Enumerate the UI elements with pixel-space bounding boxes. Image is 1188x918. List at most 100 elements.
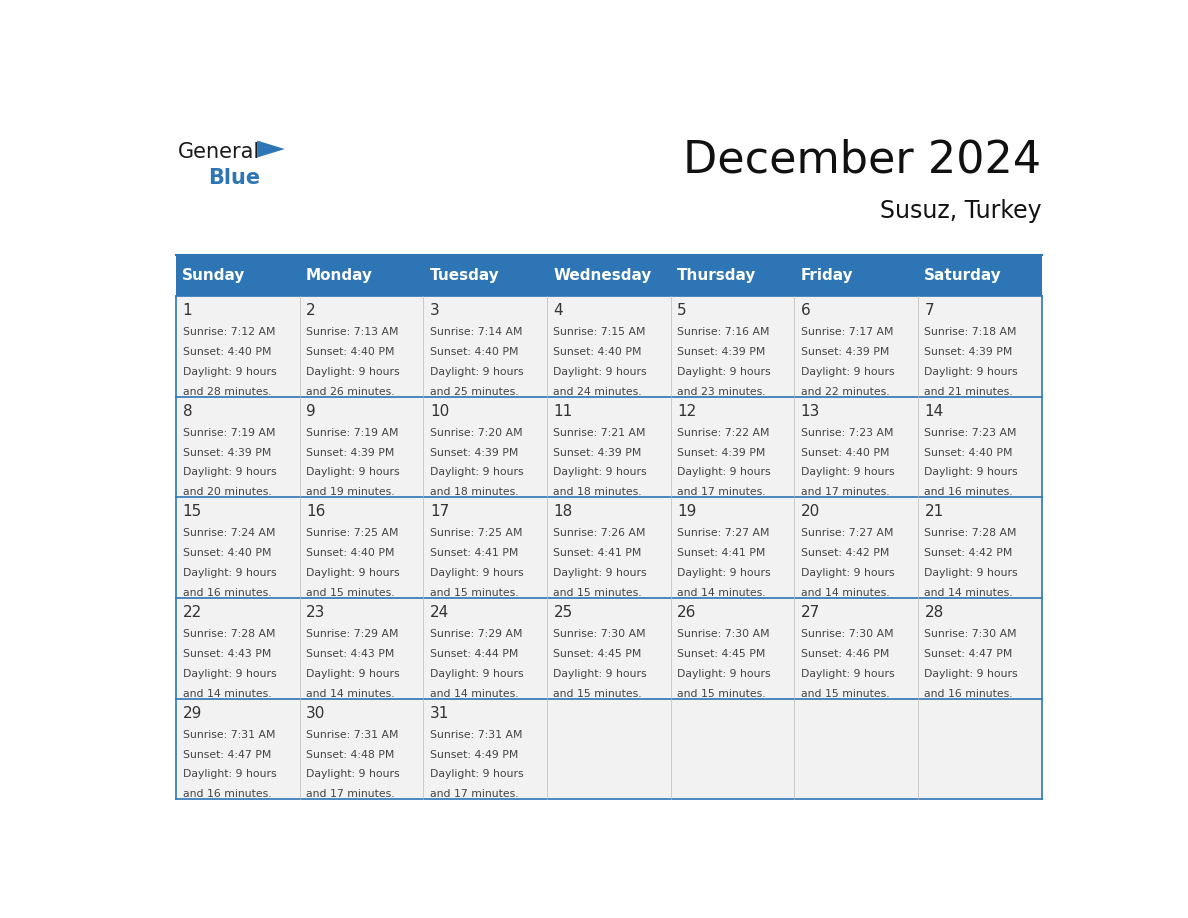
Bar	[671, 297, 795, 397]
Text: Daylight: 9 hours: Daylight: 9 hours	[183, 367, 276, 376]
Text: 22: 22	[183, 605, 202, 620]
Text: Sunset: 4:40 PM: Sunset: 4:40 PM	[183, 347, 271, 357]
Text: Sunrise: 7:27 AM: Sunrise: 7:27 AM	[677, 529, 770, 539]
Text: Sunrise: 7:28 AM: Sunrise: 7:28 AM	[183, 629, 276, 639]
Text: Sunset: 4:39 PM: Sunset: 4:39 PM	[430, 448, 518, 457]
Text: Sunset: 4:39 PM: Sunset: 4:39 PM	[554, 448, 642, 457]
Text: Sunrise: 7:30 AM: Sunrise: 7:30 AM	[801, 629, 893, 639]
Bar	[299, 255, 423, 297]
Text: Monday: Monday	[307, 268, 373, 283]
Text: 17: 17	[430, 505, 449, 520]
Text: and 21 minutes.: and 21 minutes.	[924, 386, 1013, 397]
Bar	[423, 297, 546, 397]
Bar	[546, 397, 671, 498]
Text: Sunset: 4:42 PM: Sunset: 4:42 PM	[924, 548, 1012, 558]
Text: Sunrise: 7:29 AM: Sunrise: 7:29 AM	[307, 629, 399, 639]
Bar	[918, 699, 1042, 800]
Text: Sunrise: 7:16 AM: Sunrise: 7:16 AM	[677, 327, 770, 337]
Text: Daylight: 9 hours: Daylight: 9 hours	[307, 668, 400, 678]
Text: Daylight: 9 hours: Daylight: 9 hours	[307, 769, 400, 779]
Text: 13: 13	[801, 404, 820, 419]
Text: Sunrise: 7:30 AM: Sunrise: 7:30 AM	[554, 629, 646, 639]
Text: and 16 minutes.: and 16 minutes.	[924, 487, 1013, 498]
Text: Sunset: 4:39 PM: Sunset: 4:39 PM	[677, 448, 765, 457]
Polygon shape	[257, 140, 285, 158]
Text: Sunrise: 7:12 AM: Sunrise: 7:12 AM	[183, 327, 276, 337]
Text: 16: 16	[307, 505, 326, 520]
Bar	[299, 297, 423, 397]
Bar	[423, 498, 546, 598]
Text: Daylight: 9 hours: Daylight: 9 hours	[183, 568, 276, 578]
Text: Sunrise: 7:29 AM: Sunrise: 7:29 AM	[430, 629, 523, 639]
Bar	[176, 699, 299, 800]
Text: and 14 minutes.: and 14 minutes.	[430, 688, 518, 699]
Text: Daylight: 9 hours: Daylight: 9 hours	[307, 367, 400, 376]
Text: and 16 minutes.: and 16 minutes.	[183, 588, 271, 598]
Bar	[918, 598, 1042, 699]
Text: and 16 minutes.: and 16 minutes.	[924, 688, 1013, 699]
Text: 8: 8	[183, 404, 192, 419]
Text: and 17 minutes.: and 17 minutes.	[430, 789, 518, 800]
Bar	[795, 297, 918, 397]
Bar	[795, 498, 918, 598]
Bar	[918, 397, 1042, 498]
Text: 6: 6	[801, 303, 810, 319]
Text: Sunrise: 7:23 AM: Sunrise: 7:23 AM	[924, 428, 1017, 438]
Text: Sunset: 4:46 PM: Sunset: 4:46 PM	[801, 649, 889, 659]
Text: Susuz, Turkey: Susuz, Turkey	[880, 198, 1042, 222]
Text: Daylight: 9 hours: Daylight: 9 hours	[924, 367, 1018, 376]
Bar	[671, 255, 795, 297]
Text: Daylight: 9 hours: Daylight: 9 hours	[183, 769, 276, 779]
Text: Daylight: 9 hours: Daylight: 9 hours	[430, 769, 524, 779]
Text: Sunrise: 7:18 AM: Sunrise: 7:18 AM	[924, 327, 1017, 337]
Text: Daylight: 9 hours: Daylight: 9 hours	[554, 367, 647, 376]
Text: Daylight: 9 hours: Daylight: 9 hours	[307, 467, 400, 477]
Text: 26: 26	[677, 605, 696, 620]
Text: 20: 20	[801, 505, 820, 520]
Text: Daylight: 9 hours: Daylight: 9 hours	[554, 568, 647, 578]
Text: Daylight: 9 hours: Daylight: 9 hours	[801, 467, 895, 477]
Text: Sunrise: 7:27 AM: Sunrise: 7:27 AM	[801, 529, 893, 539]
Bar	[546, 498, 671, 598]
Text: and 15 minutes.: and 15 minutes.	[307, 588, 394, 598]
Bar	[423, 598, 546, 699]
Text: 29: 29	[183, 706, 202, 721]
Text: Sunrise: 7:20 AM: Sunrise: 7:20 AM	[430, 428, 523, 438]
Bar	[423, 255, 546, 297]
Text: Blue: Blue	[208, 168, 260, 188]
Text: and 15 minutes.: and 15 minutes.	[677, 688, 766, 699]
Text: Daylight: 9 hours: Daylight: 9 hours	[430, 668, 524, 678]
Text: Sunrise: 7:23 AM: Sunrise: 7:23 AM	[801, 428, 893, 438]
Text: 14: 14	[924, 404, 943, 419]
Text: and 18 minutes.: and 18 minutes.	[430, 487, 518, 498]
Text: Sunset: 4:43 PM: Sunset: 4:43 PM	[307, 649, 394, 659]
Text: Sunset: 4:39 PM: Sunset: 4:39 PM	[801, 347, 889, 357]
Text: Sunrise: 7:19 AM: Sunrise: 7:19 AM	[307, 428, 399, 438]
Bar	[299, 397, 423, 498]
Text: 5: 5	[677, 303, 687, 319]
Text: Sunrise: 7:13 AM: Sunrise: 7:13 AM	[307, 327, 399, 337]
Bar	[176, 255, 299, 297]
Text: Sunset: 4:41 PM: Sunset: 4:41 PM	[677, 548, 765, 558]
Bar	[546, 598, 671, 699]
Text: 27: 27	[801, 605, 820, 620]
Text: 1: 1	[183, 303, 192, 319]
Text: 23: 23	[307, 605, 326, 620]
Text: and 14 minutes.: and 14 minutes.	[924, 588, 1013, 598]
Text: General: General	[178, 142, 260, 162]
Text: Sunset: 4:43 PM: Sunset: 4:43 PM	[183, 649, 271, 659]
Text: Sunset: 4:47 PM: Sunset: 4:47 PM	[183, 750, 271, 759]
Text: Sunrise: 7:17 AM: Sunrise: 7:17 AM	[801, 327, 893, 337]
Text: and 16 minutes.: and 16 minutes.	[183, 789, 271, 800]
Text: and 15 minutes.: and 15 minutes.	[554, 588, 642, 598]
Bar	[423, 699, 546, 800]
Text: Sunset: 4:45 PM: Sunset: 4:45 PM	[554, 649, 642, 659]
Bar	[918, 498, 1042, 598]
Text: and 15 minutes.: and 15 minutes.	[554, 688, 642, 699]
Text: Sunrise: 7:26 AM: Sunrise: 7:26 AM	[554, 529, 646, 539]
Text: 19: 19	[677, 505, 696, 520]
Text: and 26 minutes.: and 26 minutes.	[307, 386, 394, 397]
Bar	[176, 297, 299, 397]
Text: Daylight: 9 hours: Daylight: 9 hours	[430, 568, 524, 578]
Text: and 25 minutes.: and 25 minutes.	[430, 386, 518, 397]
